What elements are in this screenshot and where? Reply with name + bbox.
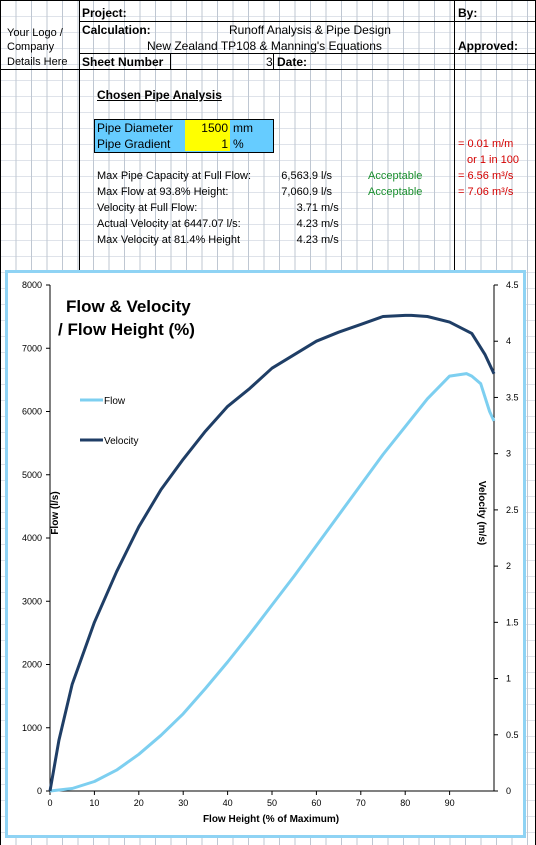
pipe-diameter-unit: mm [233,121,253,135]
x-tick-label: 90 [445,798,455,808]
legend: Flow Velocity [80,396,138,447]
flow-series-line [49,372,496,793]
y2-axis-label: Velocity (m/s) [476,481,487,545]
by-label: By: [458,6,478,20]
input-highlight [185,120,230,151]
chart-title-line1: Flow & Velocity [66,297,191,316]
y-axis-label: Flow (l/s) [50,491,61,534]
result-label-4: Actual Velocity at 6447.07 l/s: [97,218,241,230]
approved-label: Approved: [458,39,518,53]
y-tick-label: 6000 [22,407,42,417]
legend-flow-label: Flow [104,396,126,407]
result-unit-3: m/s [321,202,339,214]
x-tick-label: 30 [178,798,188,808]
result-value-2: 7,060.9 [281,186,318,198]
input-box [94,119,274,153]
x-tick-label: 70 [356,798,366,808]
header-row-border-2 [79,53,536,54]
pipe-diameter-input[interactable]: 1500 [201,121,228,135]
logo-text-line1: Your Logo / [7,27,63,39]
result-value-1: 6,563.9 [281,170,318,182]
result-extra-2: = 7.06 m³/s [458,186,514,198]
y2-tick-label: 0.5 [506,730,519,740]
x-tick-label: 40 [223,798,233,808]
result-label-1: Max Pipe Capacity at Full Flow: [97,170,252,182]
y-tick-label: 2000 [22,660,42,670]
pipe-diameter-label: Pipe Diameter [97,121,174,135]
y-tick-label: 0 [37,786,42,796]
pipe-gradient-unit: % [233,137,244,151]
y-tick-label: 3000 [22,596,42,606]
result-extra-1: = 6.56 m³/s [458,170,514,182]
y-tick-label: 1000 [22,723,42,733]
x-tick-label: 50 [267,798,277,808]
header-bottom-border [0,69,536,70]
x-tick-label: 20 [134,798,144,808]
result-label-2: Max Flow at 93.8% Height: [97,186,229,198]
result-unit-4: m/s [321,218,339,230]
velocity-series-line [48,313,496,792]
pipe-gradient-input[interactable]: 1 [221,137,228,151]
result-label-3: Velocity at Full Flow: [97,202,198,214]
y2-tick-label: 3.5 [506,392,519,402]
y2-tick-label: 1 [506,674,511,684]
result-value-4: 4.23 [296,218,318,230]
y-tick-label: 8000 [22,280,42,290]
project-label: Project: [82,6,127,20]
x-tick-label: 10 [89,798,99,808]
result-value-5: 4.23 [296,234,318,246]
left-border [0,0,1,845]
sheet-number-value[interactable]: 3 [266,55,273,69]
status-badge-1: Acceptable [368,170,423,182]
status-badge-2: Acceptable [368,186,423,198]
result-value-3: 3.71 [296,202,318,214]
y2-tick-label: 0 [506,786,511,796]
logo-text-line3: Details Here [7,56,68,68]
date-label: Date: [277,55,308,69]
gradient-mm-note: = 0.01 m/m [458,138,514,150]
chart-title-line2: / Flow Height (%) [58,320,195,339]
y2-tick-label: 1.5 [506,617,519,627]
flow-velocity-chart: 0 1000 2000 3000 4000 5000 6000 7000 8000 0 0.5 1 1.… [22,280,519,825]
subtitle: New Zealand TP108 & Manning's Equations [147,39,382,53]
approval-divider [454,0,455,270]
y-tick-label: 7000 [22,343,42,353]
sheet-number-divider [170,53,171,69]
date-divider [273,53,274,69]
y2-tick-label: 4.5 [506,280,519,290]
sheet-number-label: Sheet Number [82,55,164,69]
result-unit-2: l/s [321,186,332,198]
header-top-border [0,0,536,1]
analysis-title: Chosen Pipe Analysis [97,88,222,102]
x-tick-label: 0 [47,798,52,808]
header-row-border-1 [79,21,536,22]
y-tick-label: 5000 [22,470,42,480]
x-tick-label: 60 [311,798,321,808]
calculation-value: Runoff Analysis & Pipe Design [229,23,391,37]
y2-tick-label: 3 [506,449,511,459]
x-tick-label: 80 [400,798,410,808]
gradient-ratio-note: or 1 in 100 [467,154,519,166]
y2-tick-label: 2 [506,561,511,571]
x-axis-label: Flow Height (% of Maximum) [203,814,339,825]
result-unit-5: m/s [321,234,339,246]
result-unit-1: l/s [321,170,332,182]
y2-tick-label: 2.5 [506,505,519,515]
chart-frame: 0 1000 2000 3000 4000 5000 6000 7000 8000 0 0.5 1 1.… [5,270,526,838]
y-tick-label: 4000 [22,533,42,543]
y2-tick-label: 4 [506,336,511,346]
calculation-label: Calculation: [82,23,151,37]
logo-text-line2: Company [7,41,55,53]
legend-velocity-label: Velocity [104,436,138,447]
pipe-gradient-label: Pipe Gradient [97,137,171,151]
logo-divider [79,0,80,270]
result-label-5: Max Velocity at 81.4% Height [97,234,241,246]
